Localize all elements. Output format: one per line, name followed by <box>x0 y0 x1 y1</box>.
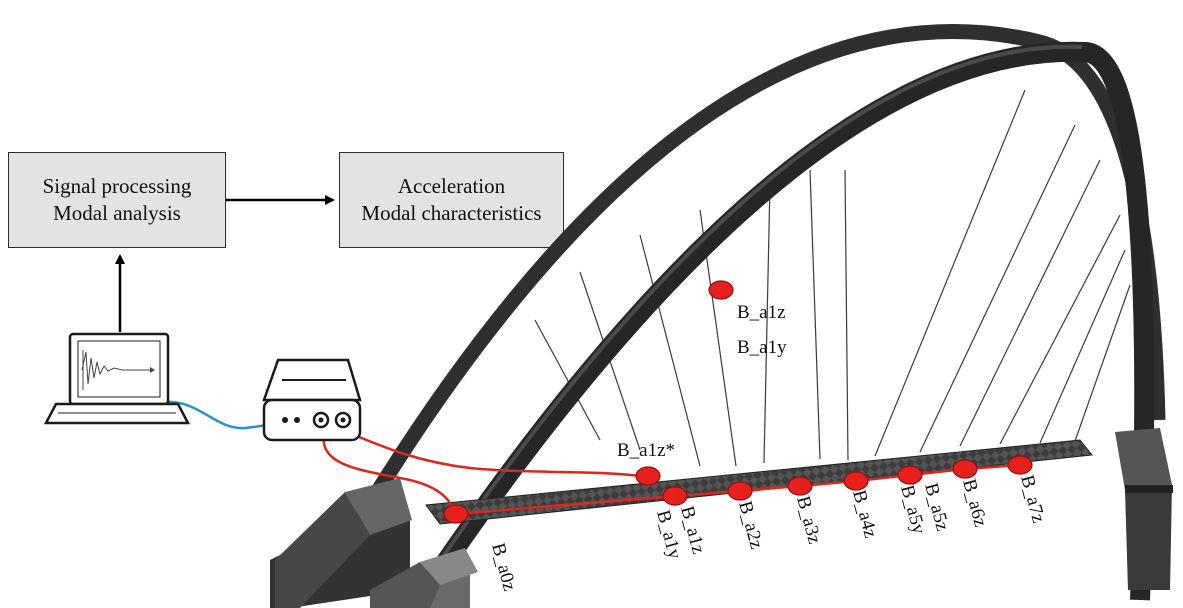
right-pier <box>1115 428 1173 590</box>
sensor-a0 <box>443 504 469 524</box>
sensor-a5 <box>897 465 923 485</box>
label-a4z: B_a4z <box>848 488 881 540</box>
label-a2z: B_a2z <box>734 499 767 551</box>
label-arch-a1z: B_a1z <box>737 302 786 323</box>
sensor-a6 <box>952 459 978 479</box>
data-acquisition-device-icon <box>262 358 362 442</box>
left-abutments <box>270 478 478 608</box>
label-arch-a1y: B_a1y <box>737 337 787 358</box>
sensor-a2 <box>727 481 753 501</box>
hanger-cables <box>534 89 1131 467</box>
box-label-line2: Modal analysis <box>53 201 181 225</box>
sensor-a3 <box>787 476 813 496</box>
sensor-a4 <box>843 471 869 491</box>
arch-front <box>421 41 1155 601</box>
label-a6z: B_a6z <box>958 477 991 529</box>
label-a3z: B_a3z <box>792 494 825 546</box>
label-a7z: B_a7z <box>1016 473 1049 525</box>
signal-processing-box: Signal processing Modal analysis <box>8 152 226 248</box>
sensors <box>443 280 1033 524</box>
sensor-a7 <box>1007 455 1033 475</box>
results-box: Acceleration Modal characteristics <box>339 152 564 248</box>
sensor-arch-a1 <box>708 280 734 300</box>
laptop-icon <box>43 332 191 425</box>
sensor-a1 <box>662 486 688 506</box>
box-label-line1: Signal processing <box>42 174 192 198</box>
label-deck-a1z-star: B_a1z* <box>617 440 675 461</box>
label-a0z: B_a0z <box>487 541 520 593</box>
cable-device-to-abutment <box>322 429 457 513</box>
box-label-line1: Acceleration <box>397 174 506 198</box>
sensor-deck-a1-star <box>635 466 661 486</box>
cable-device-to-deck-sensor <box>341 428 641 478</box>
box-label-line2: Modal characteristics <box>361 201 542 225</box>
